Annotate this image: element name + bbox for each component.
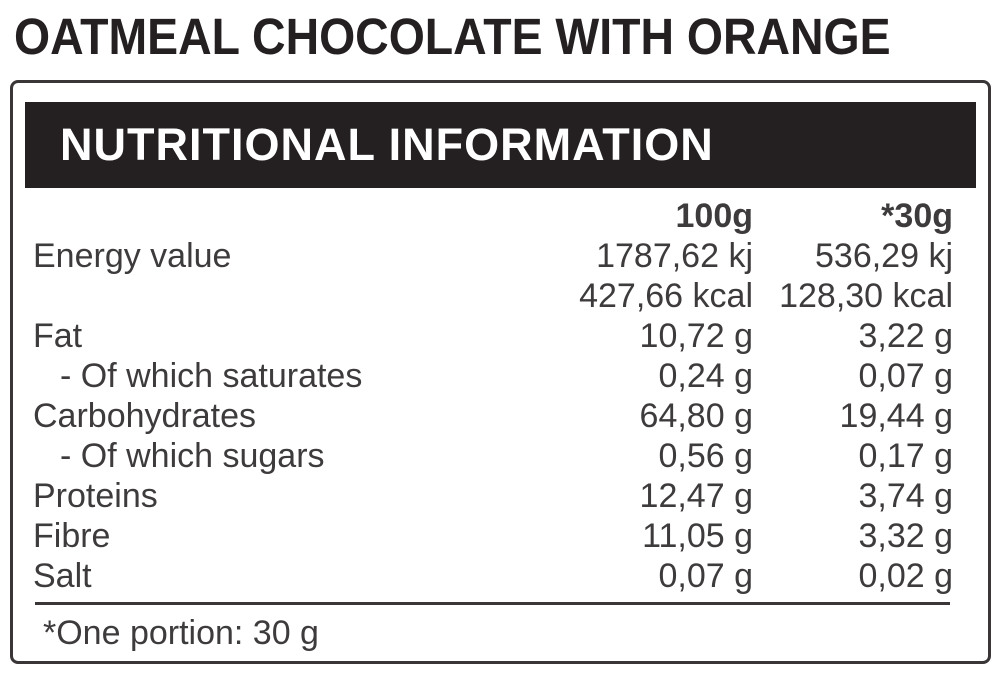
value-per-100g: 64,80 g [639,396,753,435]
column-header-100g: 100g [675,196,754,235]
value-per-100g: 427,66 kcal [579,276,753,315]
panel-header-title: NUTRITIONAL INFORMATION [60,119,714,170]
table-row-energy-kj: Energy value 1787,62 kj 536,29 kj [33,236,953,276]
nutrient-label: Energy value [33,236,232,275]
nutrient-label: - Of which saturates [60,356,363,395]
table-row-fibre: Fibre 11,05 g 3,32 g [33,516,953,556]
product-title: OATMEAL CHOCOLATE WITH ORANGE [14,8,891,65]
column-header-30g: *30g [881,196,953,235]
portion-note-section: *One portion: 30 g [35,602,950,653]
value-per-30g: 536,29 kj [815,236,953,275]
value-per-30g: 0,17 g [858,436,953,475]
table-row-salt: Salt 0,07 g 0,02 g [33,556,953,596]
value-per-100g: 0,07 g [658,556,753,595]
nutrient-label: Fat [33,316,83,355]
value-per-30g: 128,30 kcal [779,276,953,315]
value-per-100g: 1787,62 kj [596,236,753,275]
value-per-100g: 10,72 g [639,316,753,355]
nutrition-panel: NUTRITIONAL INFORMATION 100g *30g Energy… [10,80,991,664]
nutrient-label: Fibre [33,516,111,555]
table-row-carbohydrates: Carbohydrates 64,80 g 19,44 g [33,396,953,436]
value-per-100g: 12,47 g [639,476,753,515]
value-per-100g: 0,56 g [658,436,753,475]
panel-header-bar: NUTRITIONAL INFORMATION [25,102,976,188]
value-per-30g: 3,74 g [858,476,953,515]
value-per-30g: 0,07 g [858,356,953,395]
table-row-energy-kcal: 427,66 kcal 128,30 kcal [33,276,953,316]
value-per-30g: 3,32 g [858,516,953,555]
value-per-100g: 11,05 g [642,516,753,555]
nutrient-label: Salt [33,556,92,595]
value-per-30g: 19,44 g [839,396,953,435]
table-row-sugars: - Of which sugars 0,56 g 0,17 g [33,436,953,476]
value-per-30g: 3,22 g [858,316,953,355]
value-per-30g: 0,02 g [858,556,953,595]
nutrient-label: - Of which sugars [60,436,325,475]
table-header-row: 100g *30g [33,196,954,236]
table-row-fat: Fat 10,72 g 3,22 g [33,316,953,356]
nutrient-label: Carbohydrates [33,396,257,435]
nutrient-label: Proteins [33,476,158,515]
portion-note: *One portion: 30 g [43,614,319,652]
value-per-100g: 0,24 g [658,356,753,395]
table-row-proteins: Proteins 12,47 g 3,74 g [33,476,953,516]
nutrition-table: 100g *30g Energy value 1787,62 kj 536,29… [33,196,953,596]
table-row-saturates: - Of which saturates 0,24 g 0,07 g [33,356,953,396]
